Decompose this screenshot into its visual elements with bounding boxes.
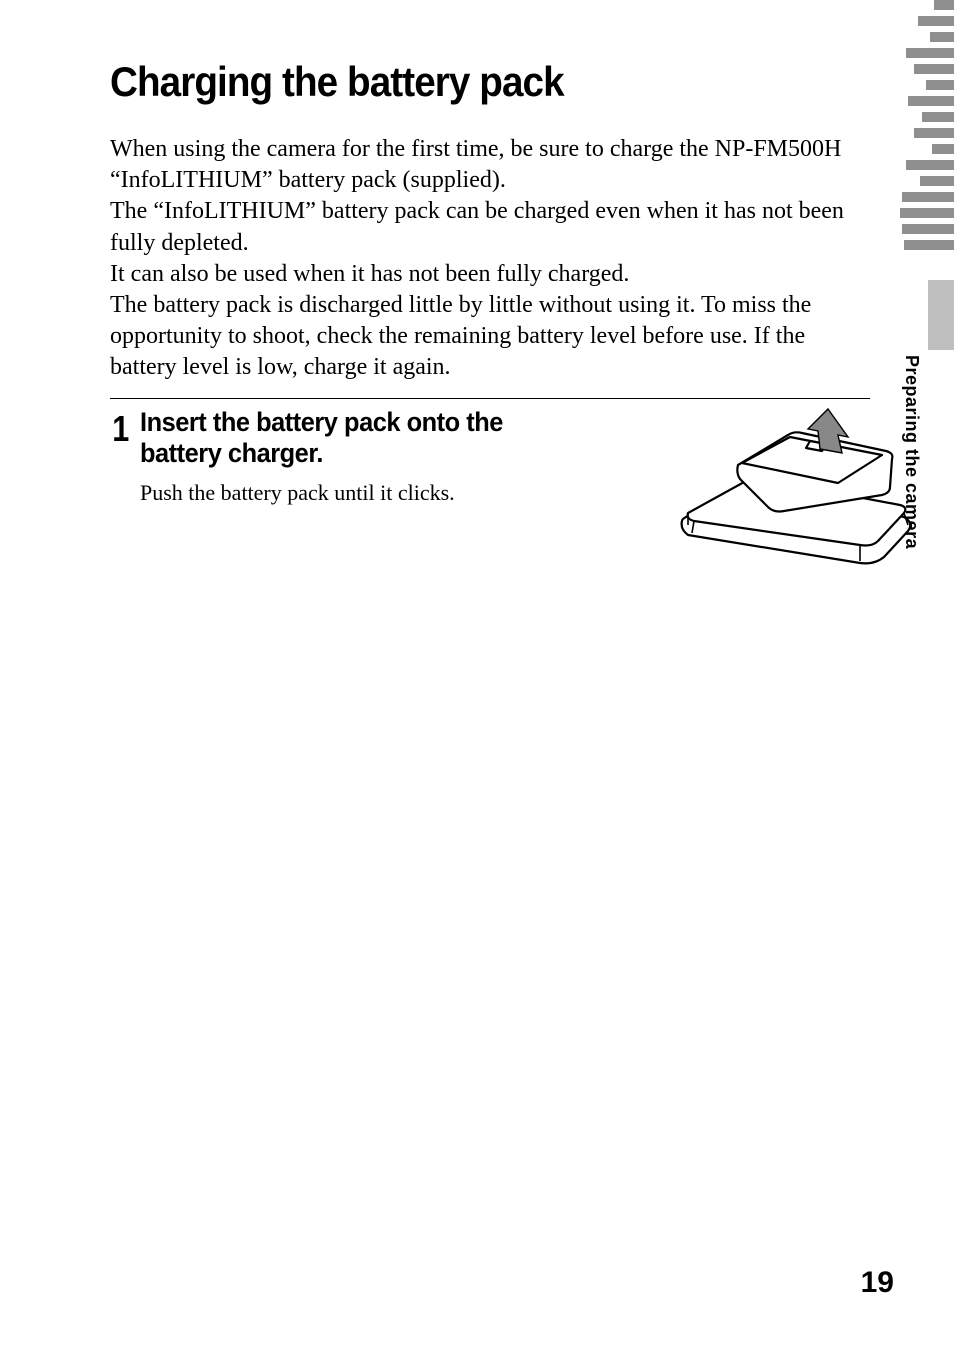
section-tab-block [928, 280, 954, 350]
stripe [906, 160, 954, 170]
step-text: Push the battery pack until it clicks. [140, 479, 610, 508]
stripe [908, 96, 954, 106]
stripe [902, 224, 954, 234]
page-content: Charging the battery pack When using the… [110, 58, 870, 507]
stripe [904, 240, 954, 250]
stripe [902, 192, 954, 202]
stripe [922, 112, 954, 122]
battery-charger-icon [660, 401, 920, 571]
intro-paragraph: When using the camera for the first time… [110, 134, 870, 384]
edge-stripe-decor [900, 0, 954, 256]
step-1: 1 Insert the battery pack onto the batte… [110, 407, 870, 508]
stripe [914, 64, 954, 74]
step-heading: Insert the battery pack onto the battery… [140, 407, 582, 469]
stripe [926, 80, 954, 90]
stripe [914, 128, 954, 138]
page-title: Charging the battery pack [110, 58, 809, 106]
manual-page: Preparing the camera Charging the batter… [0, 0, 954, 1345]
stripe [900, 208, 954, 218]
section-divider [110, 398, 870, 399]
stripe [930, 32, 954, 42]
stripe [918, 16, 954, 26]
step-body: Insert the battery pack onto the battery… [140, 407, 870, 508]
stripe [932, 144, 954, 154]
page-number: 19 [861, 1266, 894, 1300]
stripe [934, 0, 954, 10]
stripe [906, 48, 954, 58]
stripe [920, 176, 954, 186]
step-number: 1 [112, 411, 138, 447]
